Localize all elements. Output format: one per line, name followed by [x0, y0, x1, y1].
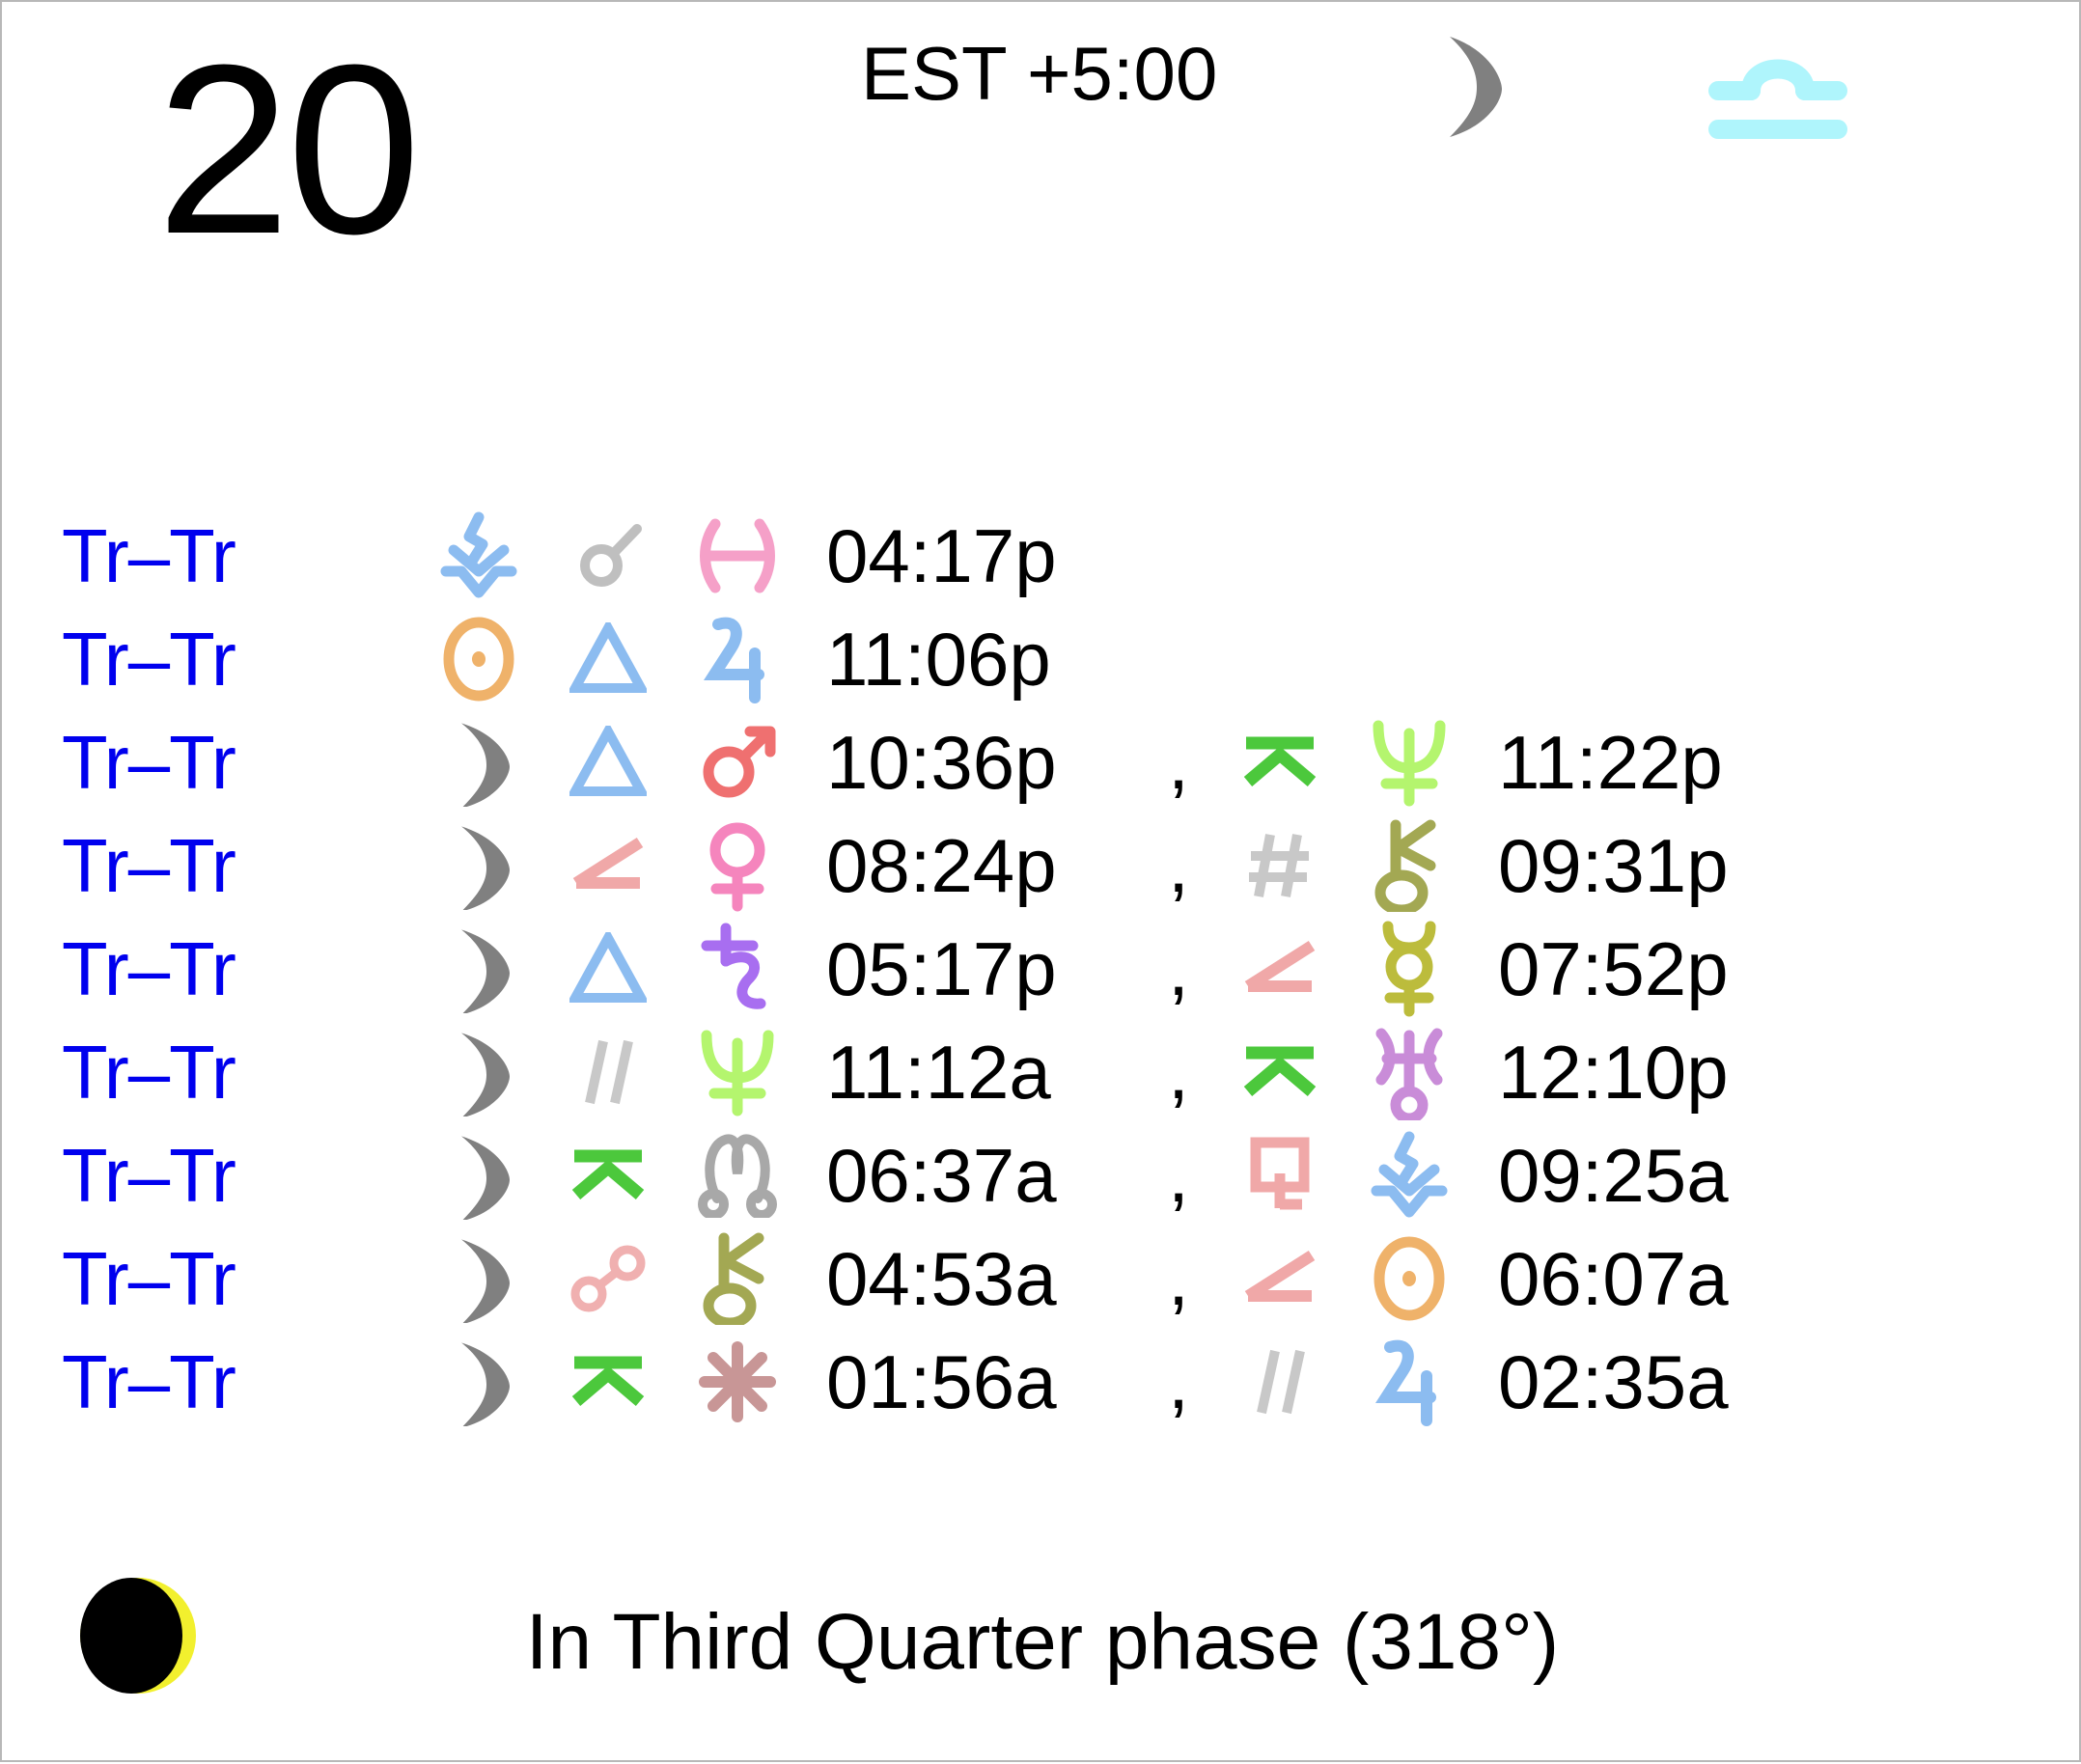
trine-icon	[564, 615, 652, 703]
semisextile-icon	[1235, 1234, 1324, 1323]
mars-icon	[693, 718, 782, 807]
descending-node-icon	[1365, 1131, 1454, 1220]
chiron-icon	[1365, 819, 1454, 912]
parallel-icon	[1235, 1337, 1324, 1426]
opposition-icon	[564, 1234, 652, 1323]
trine-icon	[564, 718, 652, 807]
table-row[interactable]: Tr–Tr	[2, 1123, 2081, 1227]
sextile-icon	[1235, 718, 1324, 807]
aspect-time: 04:53a	[826, 1235, 1057, 1321]
table-row[interactable]: Tr–Tr 11:06p	[2, 607, 2081, 710]
aspect-separator: ,	[1168, 719, 1189, 805]
moon-phase-label: In Third Quarter phase (318°)	[525, 1598, 1560, 1686]
aspect-row-label: Tr–Tr	[62, 719, 236, 805]
aspect-time-secondary: 02:35a	[1498, 1338, 1729, 1424]
aspect-row-label: Tr–Tr	[62, 512, 236, 598]
conjunction-icon	[564, 511, 652, 600]
neptune-icon	[1365, 718, 1454, 807]
card-footer: In Third Quarter phase (318°)	[2, 1575, 2081, 1764]
aspect-time: 08:24p	[826, 822, 1057, 908]
semisextile-icon	[564, 821, 652, 910]
timezone-label: EST +5:00	[861, 31, 1218, 116]
square-icon	[1235, 1131, 1324, 1220]
sun-icon	[434, 615, 523, 703]
third-quarter-moon-icon	[77, 1575, 199, 1696]
parallel-icon	[564, 1028, 652, 1116]
aspect-time: 05:17p	[826, 925, 1057, 1011]
sextile-icon	[564, 1131, 652, 1220]
libra-icon	[1701, 41, 1855, 147]
sun-icon	[1365, 1234, 1454, 1323]
aspect-row-label: Tr–Tr	[62, 1132, 236, 1218]
pisces-icon	[693, 511, 782, 600]
jupiter-icon	[693, 615, 782, 703]
table-row[interactable]: Tr–Tr	[2, 1020, 2081, 1123]
table-row[interactable]: Tr–Tr	[2, 1330, 2081, 1433]
aspect-time-secondary: 12:10p	[1498, 1029, 1729, 1115]
neptune-icon	[693, 1028, 782, 1116]
moon-icon	[434, 718, 523, 807]
moon-icon	[434, 1337, 523, 1426]
aspect-time: 11:12a	[826, 1029, 1051, 1115]
aspect-time-secondary: 09:31p	[1498, 822, 1729, 908]
table-row[interactable]: Tr–Tr 10:36p	[2, 710, 2081, 813]
trine-icon	[564, 924, 652, 1013]
aspect-time-secondary: 07:52p	[1498, 925, 1729, 1011]
moon-icon	[434, 1234, 523, 1323]
aspect-row-label: Tr–Tr	[62, 1235, 236, 1321]
aspect-separator: ,	[1168, 1338, 1189, 1424]
table-row[interactable]: Tr–Tr	[2, 504, 2081, 607]
table-row[interactable]: Tr–Tr	[2, 1227, 2081, 1330]
aspect-row-label: Tr–Tr	[62, 925, 236, 1011]
venus-icon	[693, 821, 782, 911]
moon-icon	[434, 924, 523, 1013]
moon-icon	[434, 1131, 523, 1220]
aspect-separator: ,	[1168, 822, 1189, 908]
aspect-row-label: Tr–Tr	[62, 1338, 236, 1424]
aspect-separator: ,	[1168, 925, 1189, 1011]
jupiter-icon	[1365, 1337, 1454, 1426]
aspect-row-label: Tr–Tr	[62, 822, 236, 908]
aspect-row-label: Tr–Tr	[62, 1029, 236, 1115]
moon-crescent-icon	[1421, 29, 1527, 145]
card-header: 20 EST +5:00	[2, 2, 2081, 320]
aspect-separator: ,	[1168, 1132, 1189, 1218]
aspect-table: Tr–Tr	[2, 504, 2081, 1433]
aspect-time-secondary: 06:07a	[1498, 1235, 1729, 1321]
moon-icon	[434, 821, 523, 910]
descending-node-icon	[434, 511, 523, 600]
table-row[interactable]: Tr–Tr	[2, 813, 2081, 917]
uranus-icon	[1365, 1028, 1454, 1120]
contraparallel-icon	[1235, 821, 1324, 910]
aspect-row-label: Tr–Tr	[62, 616, 236, 702]
table-row[interactable]: Tr–Tr 05:17p	[2, 917, 2081, 1020]
chiron-icon	[693, 1232, 782, 1325]
aspect-time: 06:37a	[826, 1132, 1057, 1218]
aspect-time: 01:56a	[826, 1338, 1057, 1424]
semisextile-icon	[1235, 924, 1324, 1013]
aspect-time-secondary: 09:25a	[1498, 1132, 1729, 1218]
aspect-separator: ,	[1168, 1235, 1189, 1321]
saturn-icon	[693, 923, 782, 1013]
aspect-time-secondary: 11:22p	[1498, 719, 1723, 805]
eris-icon	[693, 1337, 782, 1426]
aspect-separator: ,	[1168, 1029, 1189, 1115]
aspect-time: 04:17p	[826, 512, 1057, 598]
moon-icon	[434, 1028, 523, 1116]
sextile-icon	[1235, 1028, 1324, 1116]
mercury-icon	[1365, 921, 1454, 1016]
day-number: 20	[156, 14, 421, 284]
aspect-time: 10:36p	[826, 719, 1057, 805]
north-node-icon	[693, 1131, 782, 1220]
sextile-icon	[564, 1337, 652, 1426]
aspect-time: 11:06p	[826, 616, 1051, 702]
